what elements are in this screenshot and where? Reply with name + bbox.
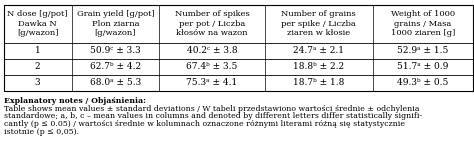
Bar: [4, 5, 473, 91]
Text: Weight of 1000
grains / Masa
1000 ziaren [g]: Weight of 1000 grains / Masa 1000 ziaren…: [391, 10, 455, 37]
Text: 1: 1: [35, 46, 41, 55]
Text: istotnie (p ≤ 0,05).: istotnie (p ≤ 0,05).: [4, 128, 79, 136]
Text: 67.4ᵇ ± 3.5: 67.4ᵇ ± 3.5: [186, 62, 238, 71]
Text: 18.7ᵇ ± 1.8: 18.7ᵇ ± 1.8: [293, 78, 345, 87]
Text: standardowe; a, b, c – mean values in columns and denoted by different letters d: standardowe; a, b, c – mean values in co…: [4, 112, 422, 120]
Text: N dose [g/pot]
Dawka N
[g/wazon]: N dose [g/pot] Dawka N [g/wazon]: [8, 10, 68, 37]
Text: Explanatory notes / Objaśnienia:: Explanatory notes / Objaśnienia:: [4, 97, 146, 105]
Text: Table shows mean values ± standard deviations / W tabeli przedstawiono wartości : Table shows mean values ± standard devia…: [4, 105, 419, 113]
Text: 51.7ᵃ ± 0.9: 51.7ᵃ ± 0.9: [397, 62, 448, 71]
Text: 18.8ᵇ ± 2.2: 18.8ᵇ ± 2.2: [293, 62, 344, 71]
Text: 49.3ᵇ ± 0.5: 49.3ᵇ ± 0.5: [397, 78, 448, 87]
Text: Number of spikes
per pot / Liczba
kłosów na wazon: Number of spikes per pot / Liczba kłosów…: [175, 10, 249, 37]
Text: Number of grains
per spike / Liczba
ziaren w kłosie: Number of grains per spike / Liczba ziar…: [282, 10, 356, 37]
Text: 50.9ᶜ ± 3.3: 50.9ᶜ ± 3.3: [90, 46, 141, 55]
Text: 2: 2: [35, 62, 40, 71]
Text: 68.0ᵃ ± 5.3: 68.0ᵃ ± 5.3: [90, 78, 141, 87]
Text: 75.3ᵃ ± 4.1: 75.3ᵃ ± 4.1: [186, 78, 237, 87]
Text: 3: 3: [35, 78, 40, 87]
Text: cantly (p ≤ 0.05) / wartości średnie w kolumnach oznaczone różnymi literami różn: cantly (p ≤ 0.05) / wartości średnie w k…: [4, 120, 405, 128]
Text: Grain yield [g/pot]
Plon ziarna
[g/wazon]: Grain yield [g/pot] Plon ziarna [g/wazon…: [77, 10, 155, 37]
Text: 24.7ᵃ ± 2.1: 24.7ᵃ ± 2.1: [293, 46, 344, 55]
Text: 62.7ᵇ ± 4.2: 62.7ᵇ ± 4.2: [90, 62, 141, 71]
Text: 52.9ᵃ ± 1.5: 52.9ᵃ ± 1.5: [397, 46, 448, 55]
Text: 40.2ᶜ ± 3.8: 40.2ᶜ ± 3.8: [187, 46, 237, 55]
